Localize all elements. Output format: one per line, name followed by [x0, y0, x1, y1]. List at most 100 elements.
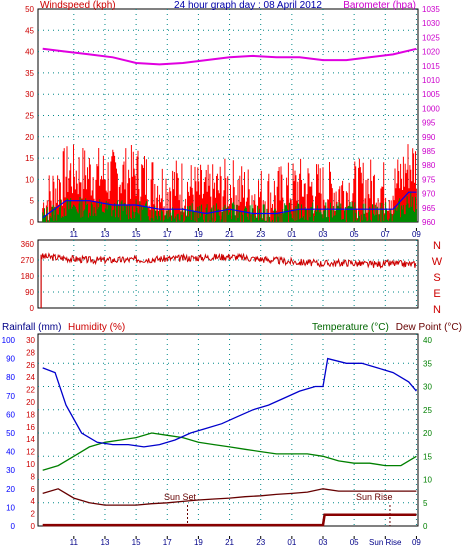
- x-tick-label: 21: [225, 538, 234, 547]
- x-tick-label: 11: [70, 538, 79, 547]
- x-tick-label: 09: [412, 538, 421, 547]
- bottom-x-axis: 11 13 15 17 19 21 23 01 03 05 Sun Rise 09: [70, 536, 421, 547]
- humidity-tick-label: 0: [31, 522, 36, 531]
- temperature-tick-label: 10: [423, 476, 432, 485]
- x-tick-label: 01: [287, 230, 296, 239]
- humidity-tick-label: 4: [31, 497, 36, 506]
- x-tick-label: 15: [132, 230, 141, 239]
- rainfall-tick-label: 40: [6, 448, 15, 457]
- x-tick-label: 19: [194, 538, 203, 547]
- rainfall-tick-label: 10: [6, 503, 15, 512]
- barometer-tick-label: 965: [422, 204, 436, 213]
- rainfall-tick-label: 90: [6, 355, 15, 364]
- direction-tick-label: 270: [21, 256, 35, 265]
- windspeed-tick-label: 45: [25, 26, 34, 35]
- humidity-tick-label: 12: [26, 448, 35, 457]
- temperature-axis-label: Temperature (°C): [312, 322, 389, 333]
- windspeed-tick-label: 20: [25, 133, 34, 142]
- barometer-tick-label: 1020: [422, 48, 440, 57]
- temperature-tick-label: 40: [423, 336, 432, 345]
- x-tick-label: 15: [132, 538, 141, 547]
- humidity-tick-label: 30: [26, 336, 35, 345]
- rainfall-tick-label: 50: [6, 429, 15, 438]
- humidity-tick-label: 2: [31, 510, 36, 519]
- rainfall-tick-label: 20: [6, 485, 15, 494]
- direction-tick-label: 360: [21, 240, 35, 249]
- temperature-line: [42, 432, 417, 471]
- x-tick-label: 13: [101, 230, 110, 239]
- x-tick-label: 17: [163, 538, 172, 547]
- rainfall-tick-label: 80: [6, 373, 15, 382]
- compass-tick-label: E: [433, 288, 440, 300]
- humidity-tick-label: 28: [26, 348, 35, 357]
- x-tick-label: 01: [287, 538, 296, 547]
- x-tick-label: 13: [101, 538, 110, 547]
- rainfall-line: [42, 513, 417, 527]
- temperature-tick-label: 0: [423, 522, 428, 531]
- windspeed-axis: 0 5 10 15 20 25 30 35 40 45 50: [25, 5, 34, 227]
- rainfall-tick-label: 100: [2, 336, 16, 345]
- barometer-tick-label: 990: [422, 133, 436, 142]
- bottom-series: [42, 357, 417, 527]
- compass-tick-label: W: [432, 256, 443, 268]
- x-tick-label: 03: [319, 230, 328, 239]
- humidity-tick-label: 20: [26, 398, 35, 407]
- barometer-tick-label: 985: [422, 147, 436, 156]
- humidity-tick-label: 10: [26, 460, 35, 469]
- humidity-tick-label: 18: [26, 410, 35, 419]
- x-tick-label: 09: [412, 230, 421, 239]
- top-series: [42, 47, 417, 222]
- barometer-tick-label: 1035: [422, 5, 440, 14]
- windspeed-tick-label: 35: [25, 69, 34, 78]
- x-tick-label: 23: [256, 538, 265, 547]
- direction-tick-label: 180: [21, 272, 35, 281]
- humidity-tick-label: 16: [26, 423, 35, 432]
- barometer-tick-label: 1025: [422, 33, 440, 42]
- rainfall-tick-label: 70: [6, 392, 15, 401]
- compass-tick-label: S: [433, 272, 440, 284]
- wind-average-line: [42, 191, 417, 219]
- temperature-tick-label: 15: [423, 452, 432, 461]
- temperature-tick-label: 35: [423, 359, 432, 368]
- windspeed-axis-label: Windspeed (kph): [40, 0, 116, 11]
- direction-series: [40, 252, 417, 309]
- rainfall-tick-label: 0: [11, 522, 16, 531]
- barometer-tick-label: 1000: [422, 104, 440, 113]
- sunset-annotation: Sun Set: [164, 492, 197, 502]
- barometer-tick-label: 1030: [422, 19, 440, 28]
- x-tick-label: 07: [381, 230, 390, 239]
- windspeed-tick-label: 15: [25, 154, 34, 163]
- direction-tick-label: 0: [30, 304, 35, 313]
- barometer-line: [42, 47, 417, 66]
- humidity-tick-label: 14: [26, 435, 35, 444]
- barometer-tick-label: 960: [422, 218, 436, 227]
- barometer-tick-label: 970: [422, 190, 436, 199]
- humidity-axis-label: Humidity (%): [68, 322, 125, 333]
- windspeed-tick-label: 30: [25, 90, 34, 99]
- x-tick-label: 17: [163, 230, 172, 239]
- direction-tick-label: 90: [25, 288, 34, 297]
- rainfall-tick-label: 60: [6, 410, 15, 419]
- windspeed-tick-label: 40: [25, 48, 34, 57]
- x-tick-label: 03: [319, 538, 328, 547]
- barometer-axis: 960 965 970 975 980 985 990 995 1000 1005 1010 1015…: [422, 5, 440, 227]
- rainfall-axis-label: Rainfall (mm): [2, 322, 61, 333]
- direction-grid: [38, 240, 418, 308]
- rainfall-tick-label: 30: [6, 466, 15, 475]
- temperature-tick-label: 20: [423, 429, 432, 438]
- windspeed-tick-label: 25: [25, 112, 34, 121]
- x-tick-label: Sun Rise: [369, 538, 402, 547]
- humidity-line: [42, 357, 417, 448]
- x-tick-label: 05: [350, 230, 359, 239]
- top-x-axis: 11 13 15 17 19 21 23 01 03 05 07 09: [70, 228, 421, 239]
- barometer-tick-label: 1005: [422, 90, 440, 99]
- barometer-tick-label: 995: [422, 119, 436, 128]
- humidity-tick-label: 8: [31, 472, 36, 481]
- x-tick-label: 11: [70, 230, 79, 239]
- temperature-tick-label: 5: [423, 499, 428, 508]
- direction-line: [40, 252, 417, 269]
- barometer-axis-label: Barometer (hpa): [343, 0, 416, 11]
